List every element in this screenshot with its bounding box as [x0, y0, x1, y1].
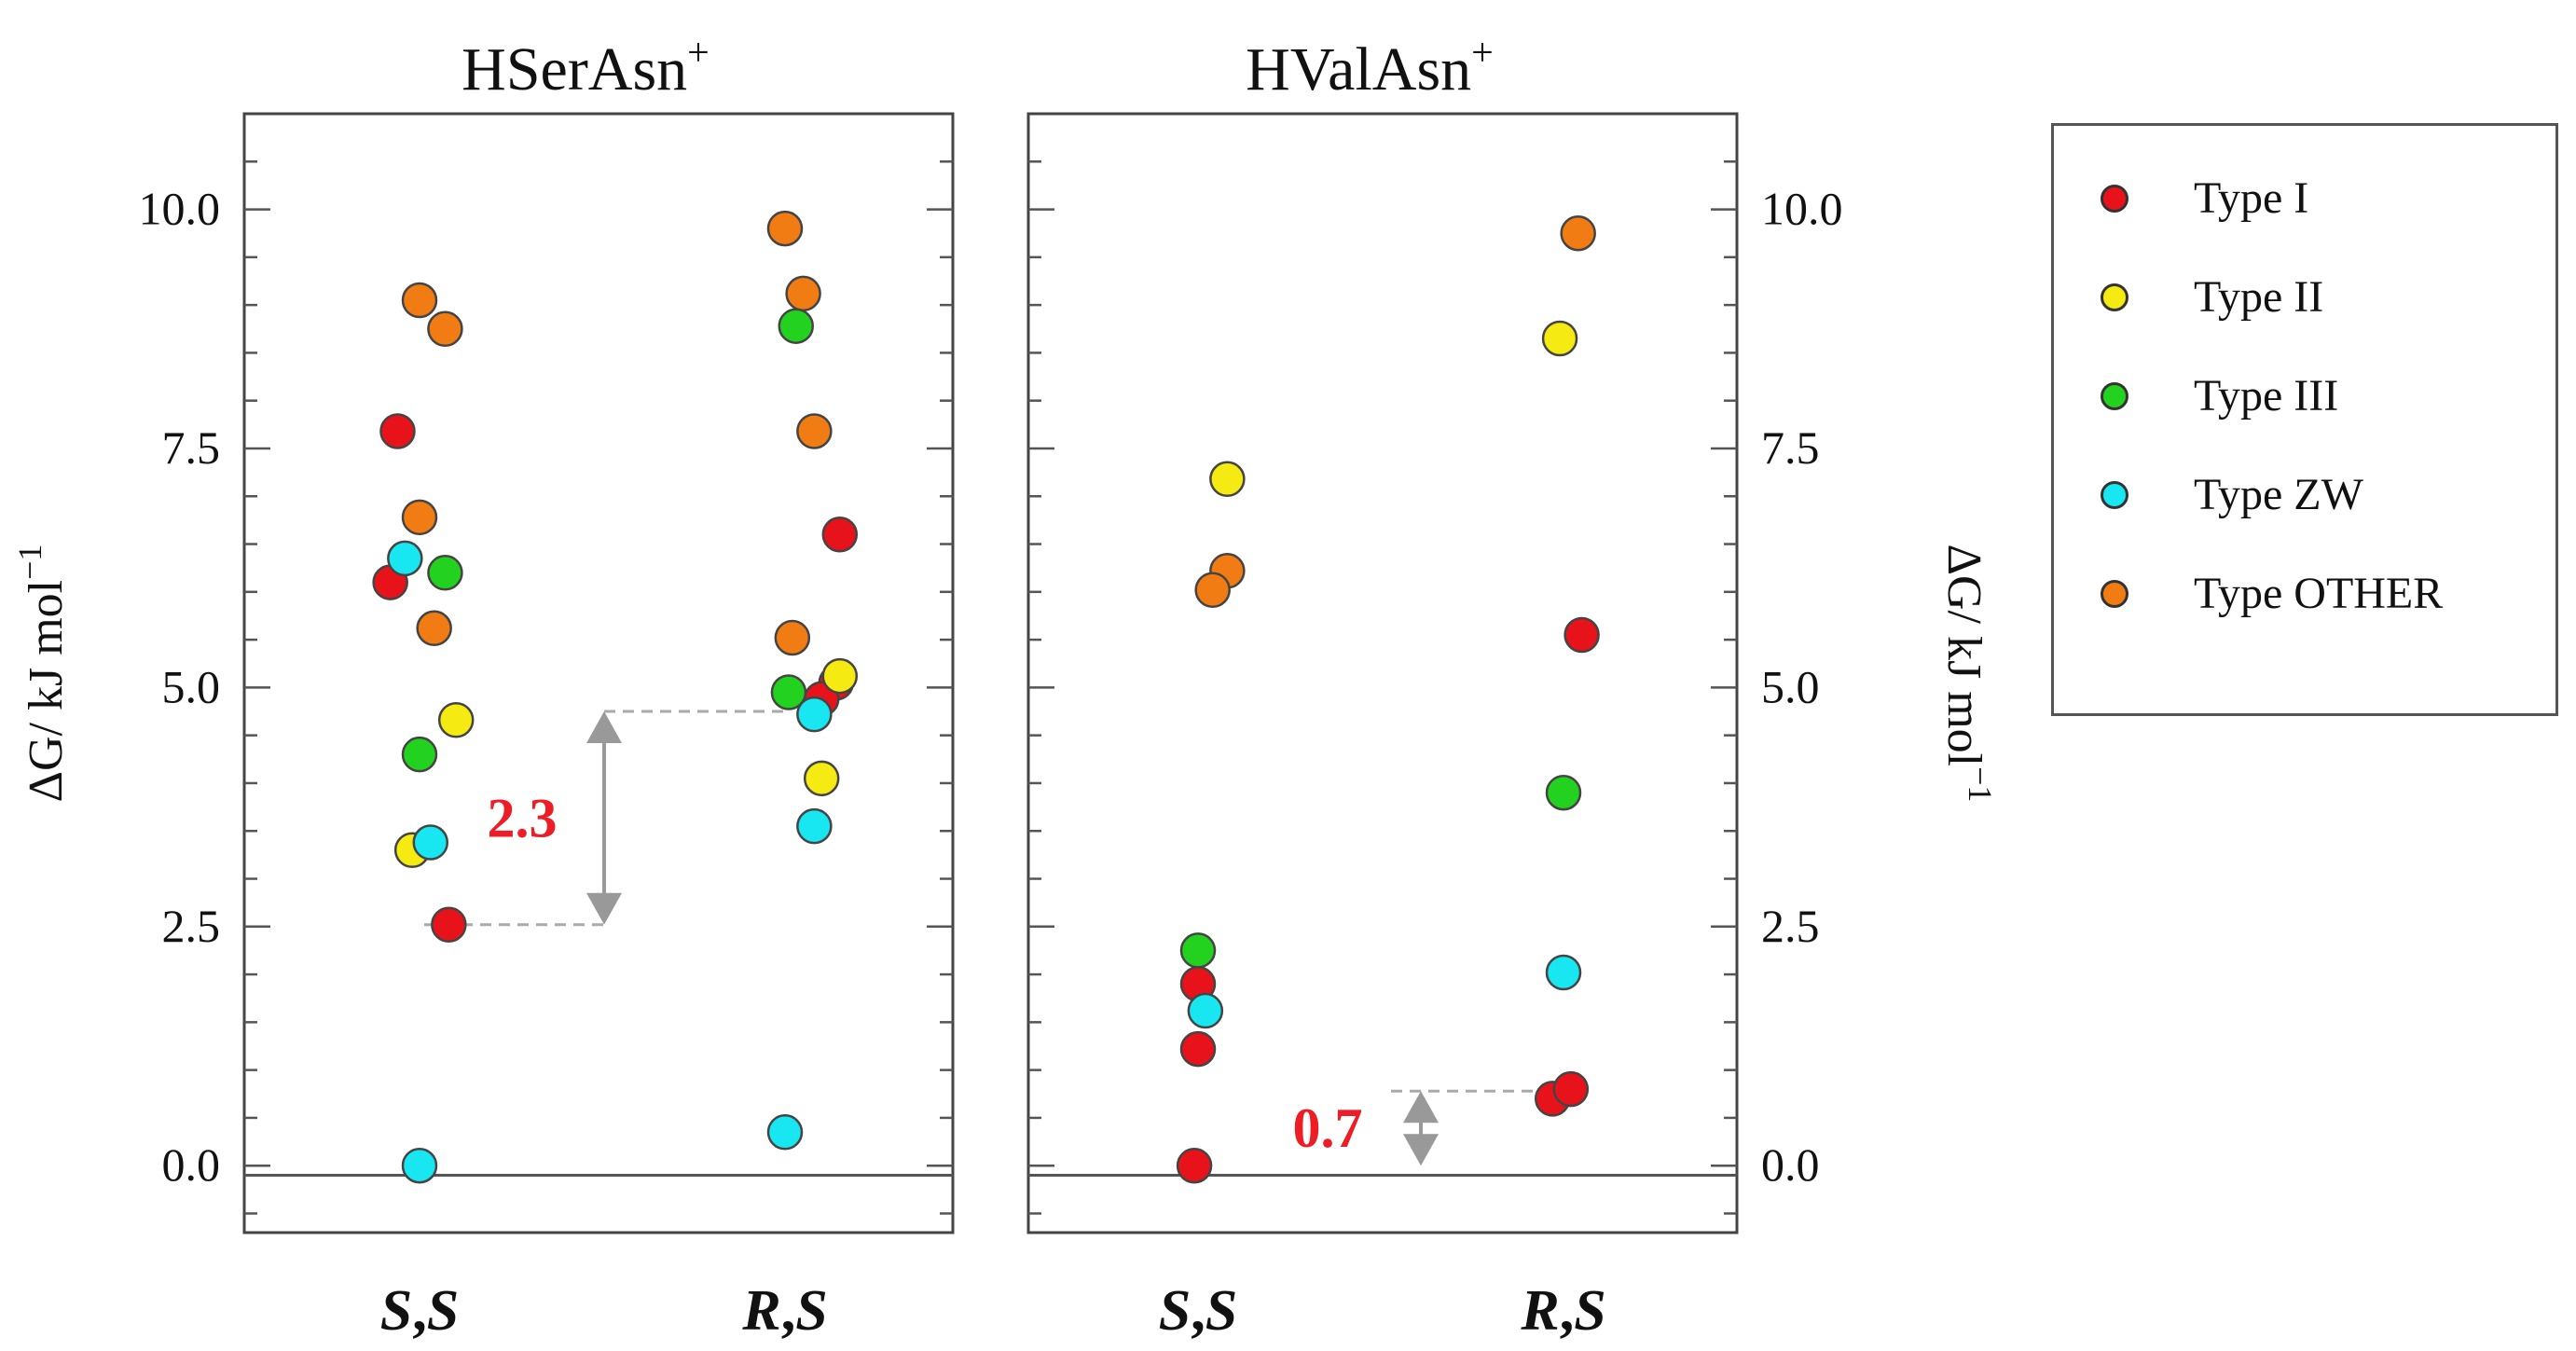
panel-hvalasn: 0.0 2.5 5.0 7.5 10.0 HValAsn+ ΔG/ kJ mol−1 S,S R… — [1026, 32, 1999, 1343]
annotation-arrow-head-up — [1403, 1091, 1439, 1124]
data-point-type-ii — [803, 760, 840, 797]
data-point-type-zw — [387, 540, 423, 577]
data-point-type-other — [774, 619, 811, 656]
plot-frame — [242, 112, 955, 1234]
data-point-type-zw — [1187, 992, 1224, 1029]
legend-marker-type-zw — [2101, 481, 2128, 509]
data-point-type-zw — [796, 807, 833, 845]
data-point-type-iii — [1545, 774, 1582, 811]
x-category-label: R,S — [1520, 1279, 1605, 1343]
legend-marker-type-other — [2101, 580, 2128, 608]
y-tick-label: 5.0 — [1761, 660, 1820, 712]
y-axis-label: ΔG/ kJ mol−1 — [11, 545, 73, 803]
y-tick-label: 2.5 — [1761, 900, 1820, 952]
data-point-type-iii — [1179, 932, 1217, 969]
data-point-type-iii — [427, 555, 463, 591]
legend-marker-type-ii — [2101, 283, 2128, 311]
data-point-type-other — [785, 275, 821, 312]
data-point-type-i — [431, 906, 467, 943]
legend-label: Type ZW — [2194, 470, 2363, 519]
y-axis-label: ΔG/ kJ mol−1 — [1937, 545, 1999, 803]
data-point-type-ii — [437, 702, 475, 738]
legend-label: Type OTHER — [2194, 569, 2444, 618]
data-point-type-iii — [778, 308, 815, 344]
legend-label: Type I — [2194, 173, 2309, 223]
data-point-type-other — [766, 210, 804, 247]
annotation-value-label: 0.7 — [1293, 1097, 1363, 1159]
data-point-type-i — [1176, 1147, 1213, 1184]
data-point-type-zw — [401, 1147, 438, 1184]
data-point-type-other — [1560, 214, 1596, 252]
data-point-type-ii — [1541, 320, 1578, 357]
data-point-type-other — [1194, 572, 1231, 609]
annotation-arrow-head-down — [1403, 1134, 1439, 1166]
data-point-type-i — [1552, 1070, 1590, 1108]
legend-label: Type II — [2194, 272, 2324, 322]
x-category-label: S,S — [1159, 1279, 1237, 1343]
data-point-type-iii — [770, 674, 807, 710]
y-tick-label: 10.0 — [139, 183, 221, 235]
data-point-type-i — [379, 413, 416, 449]
legend-marker-type-iii — [2101, 382, 2128, 410]
panel-title: HSerAsn+ — [461, 32, 709, 103]
data-point-type-other — [401, 282, 438, 319]
legend: Type I Type II Type III Type ZW Type OTH… — [2051, 123, 2558, 716]
data-point-type-i — [1179, 1030, 1217, 1068]
y-tick-label: 5.0 — [162, 660, 221, 712]
y-tick-label: 2.5 — [162, 900, 221, 952]
plot-frame — [1026, 112, 1739, 1234]
data-point-type-ii — [821, 657, 859, 695]
data-point-type-other — [416, 610, 452, 647]
legend-marker-type-i — [2101, 185, 2128, 213]
y-tick-label: 7.5 — [162, 421, 221, 474]
legend-label: Type III — [2194, 371, 2339, 420]
y-tick-label: 0.0 — [1761, 1138, 1820, 1191]
data-point-type-zw — [766, 1114, 804, 1151]
y-tick-label: 10.0 — [1761, 183, 1843, 235]
data-point-type-other — [427, 310, 463, 348]
data-point-type-zw — [412, 824, 449, 861]
annotation-value-label: 2.3 — [488, 787, 558, 848]
data-point-type-i — [821, 517, 859, 553]
data-point-type-iii — [401, 736, 438, 773]
y-tick-label: 7.5 — [1761, 421, 1820, 474]
y-tick-label: 0.0 — [162, 1138, 221, 1191]
panel-hserasn: 0.0 2.5 5.0 7.5 10.0 HSerAsn+ ΔG/ kJ mol−1 S,S R… — [11, 32, 955, 1343]
data-point-type-zw — [1545, 954, 1582, 991]
annotation-arrow-head-down — [586, 892, 622, 925]
annotation-arrow-head-up — [586, 711, 622, 744]
data-point-type-zw — [796, 696, 833, 733]
x-category-label: S,S — [380, 1279, 459, 1343]
panel-title: HValAsn+ — [1246, 32, 1494, 103]
data-point-type-other — [401, 499, 438, 536]
data-point-type-i — [1564, 616, 1600, 654]
x-category-label: R,S — [741, 1279, 827, 1343]
data-point-type-other — [796, 413, 833, 449]
data-point-type-ii — [1209, 461, 1246, 498]
